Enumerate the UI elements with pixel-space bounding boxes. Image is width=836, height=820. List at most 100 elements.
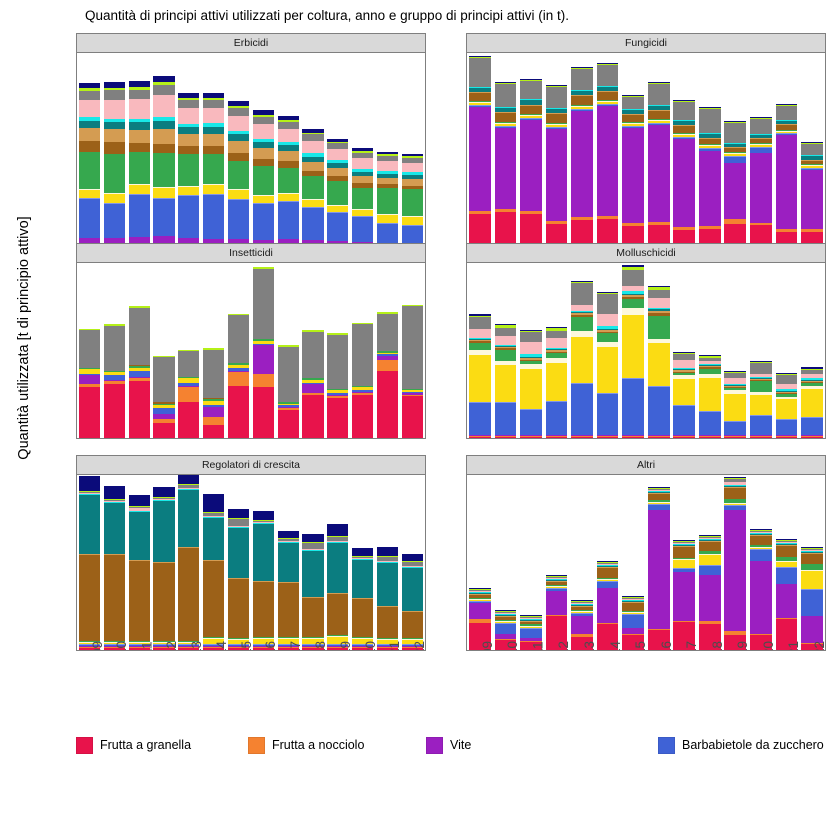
- bar-segment[interactable]: [178, 485, 200, 488]
- bar-segment[interactable]: [79, 492, 101, 494]
- bar-segment[interactable]: [647, 224, 670, 247]
- bar-segment[interactable]: [801, 553, 823, 565]
- bar-segment[interactable]: [203, 193, 225, 195]
- bar-segment[interactable]: [571, 283, 593, 305]
- bar-segment[interactable]: [698, 357, 721, 362]
- bar-segment[interactable]: [622, 265, 645, 268]
- bar-segment[interactable]: [750, 532, 772, 534]
- bar-segment[interactable]: [750, 143, 772, 145]
- bar-segment[interactable]: [571, 636, 593, 650]
- bar-segment[interactable]: [178, 92, 200, 99]
- bar-segment[interactable]: [698, 621, 721, 624]
- bar-segment[interactable]: [327, 537, 349, 542]
- bar-segment[interactable]: [622, 267, 645, 271]
- bar-segment[interactable]: [277, 543, 299, 582]
- bar-segment[interactable]: [401, 553, 423, 561]
- bar-segment[interactable]: [401, 175, 423, 180]
- bar-segment[interactable]: [673, 102, 696, 121]
- bar-segment[interactable]: [622, 225, 645, 247]
- bar-2022[interactable]: [401, 553, 423, 650]
- bar-segment[interactable]: [724, 370, 747, 372]
- bar-segment[interactable]: [252, 522, 274, 524]
- bar-segment[interactable]: [622, 612, 645, 614]
- bar-segment[interactable]: [469, 314, 491, 317]
- bar-segment[interactable]: [227, 385, 250, 438]
- bar-segment[interactable]: [545, 589, 568, 592]
- bar-segment[interactable]: [252, 343, 274, 345]
- bar-2011[interactable]: [128, 306, 150, 438]
- bar-segment[interactable]: [302, 645, 324, 647]
- bar-segment[interactable]: [494, 81, 517, 83]
- bar-segment[interactable]: [103, 194, 125, 203]
- bar-segment[interactable]: [750, 435, 772, 436]
- bar-segment[interactable]: [724, 154, 747, 157]
- bar-segment[interactable]: [520, 637, 542, 641]
- bar-segment[interactable]: [103, 503, 125, 554]
- bar-segment[interactable]: [494, 611, 517, 614]
- bar-segment[interactable]: [103, 499, 125, 501]
- bar-segment[interactable]: [673, 406, 696, 435]
- bar-2022[interactable]: [801, 367, 823, 438]
- bar-segment[interactable]: [698, 149, 721, 151]
- bar-segment[interactable]: [673, 370, 696, 372]
- bar-segment[interactable]: [203, 194, 225, 239]
- bar-segment[interactable]: [277, 409, 299, 438]
- bar-segment[interactable]: [469, 591, 491, 593]
- bar-segment[interactable]: [327, 180, 349, 205]
- bar-segment[interactable]: [327, 141, 349, 144]
- bar-segment[interactable]: [596, 437, 619, 438]
- bar-segment[interactable]: [801, 548, 823, 550]
- bar-2011[interactable]: [128, 80, 150, 247]
- bar-segment[interactable]: [596, 436, 619, 437]
- bar-segment[interactable]: [622, 314, 645, 378]
- bar-segment[interactable]: [801, 643, 823, 645]
- bar-segment[interactable]: [103, 500, 125, 502]
- bar-segment[interactable]: [469, 601, 491, 603]
- bar-segment[interactable]: [128, 366, 150, 368]
- bar-segment[interactable]: [545, 338, 568, 349]
- bar-segment[interactable]: [775, 583, 798, 619]
- bar-segment[interactable]: [724, 437, 747, 438]
- bar-segment[interactable]: [545, 588, 568, 590]
- bar-segment[interactable]: [302, 542, 324, 544]
- bar-segment[interactable]: [545, 330, 568, 339]
- bar-segment[interactable]: [494, 617, 517, 620]
- bar-segment[interactable]: [647, 489, 670, 491]
- bar-segment[interactable]: [673, 139, 696, 228]
- bar-segment[interactable]: [469, 102, 491, 104]
- bar-segment[interactable]: [103, 554, 125, 641]
- bar-segment[interactable]: [571, 216, 593, 220]
- bar-segment[interactable]: [302, 646, 324, 648]
- bar-segment[interactable]: [178, 484, 200, 486]
- bar-segment[interactable]: [302, 128, 324, 133]
- bar-segment[interactable]: [178, 126, 200, 134]
- bar-segment[interactable]: [698, 554, 721, 566]
- bar-segment[interactable]: [801, 590, 823, 617]
- bar-segment[interactable]: [178, 351, 200, 377]
- bar-segment[interactable]: [352, 322, 374, 324]
- bar-segment[interactable]: [376, 173, 399, 178]
- bar-segment[interactable]: [673, 126, 696, 134]
- bar-segment[interactable]: [494, 620, 517, 622]
- bar-segment[interactable]: [596, 101, 619, 103]
- bar-segment[interactable]: [571, 311, 593, 313]
- bar-segment[interactable]: [545, 127, 568, 129]
- bar-segment[interactable]: [203, 644, 225, 646]
- bar-segment[interactable]: [647, 492, 670, 494]
- bar-2011[interactable]: [128, 495, 150, 650]
- bar-segment[interactable]: [277, 542, 299, 544]
- bar-segment[interactable]: [103, 370, 125, 372]
- bar-segment[interactable]: [401, 612, 423, 638]
- bar-segment[interactable]: [352, 558, 374, 560]
- bar-segment[interactable]: [520, 357, 542, 360]
- bar-segment[interactable]: [376, 648, 399, 650]
- bar-segment[interactable]: [494, 83, 517, 107]
- bar-2010[interactable]: [494, 323, 517, 438]
- bar-segment[interactable]: [596, 326, 619, 329]
- bar-2020[interactable]: [750, 360, 772, 438]
- bar-2014[interactable]: [203, 92, 225, 247]
- bar-segment[interactable]: [494, 403, 517, 435]
- bar-segment[interactable]: [698, 354, 721, 356]
- bar-segment[interactable]: [801, 169, 823, 171]
- bar-segment[interactable]: [401, 639, 423, 644]
